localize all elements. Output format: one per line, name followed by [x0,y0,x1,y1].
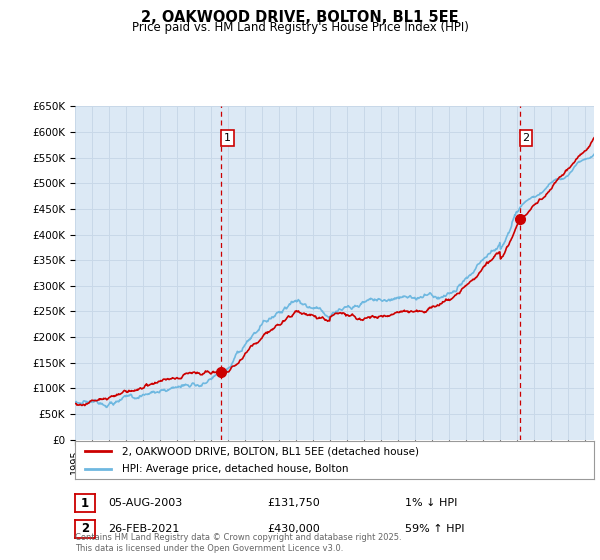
Text: 1% ↓ HPI: 1% ↓ HPI [405,498,457,508]
Text: 2, OAKWOOD DRIVE, BOLTON, BL1 5EE: 2, OAKWOOD DRIVE, BOLTON, BL1 5EE [141,10,459,25]
Text: 26-FEB-2021: 26-FEB-2021 [108,524,179,534]
Text: 1: 1 [81,497,89,510]
Text: 1: 1 [224,133,231,143]
Text: £131,750: £131,750 [267,498,320,508]
Text: Contains HM Land Registry data © Crown copyright and database right 2025.
This d: Contains HM Land Registry data © Crown c… [75,533,401,553]
Text: £430,000: £430,000 [267,524,320,534]
Text: Price paid vs. HM Land Registry's House Price Index (HPI): Price paid vs. HM Land Registry's House … [131,21,469,34]
Text: 2, OAKWOOD DRIVE, BOLTON, BL1 5EE (detached house): 2, OAKWOOD DRIVE, BOLTON, BL1 5EE (detac… [122,446,419,456]
Text: 2: 2 [81,522,89,535]
Text: 05-AUG-2003: 05-AUG-2003 [108,498,182,508]
Text: 2: 2 [523,133,530,143]
Text: 59% ↑ HPI: 59% ↑ HPI [405,524,464,534]
Text: HPI: Average price, detached house, Bolton: HPI: Average price, detached house, Bolt… [122,464,348,474]
